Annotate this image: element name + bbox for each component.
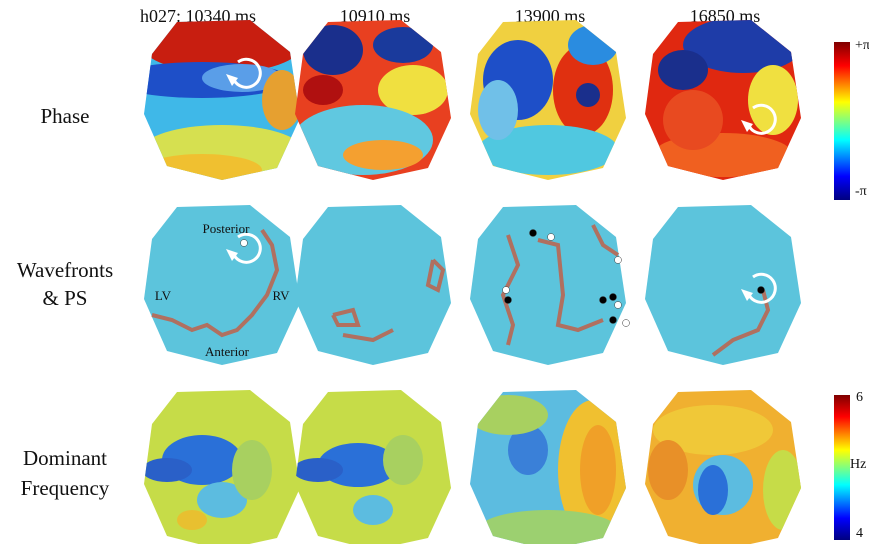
map-patch — [663, 90, 723, 150]
frequency-colorbar — [834, 395, 850, 540]
row-label: Wavefronts — [17, 258, 113, 282]
map — [132, 380, 312, 544]
phase-colorbar — [834, 42, 850, 200]
map-patch — [142, 458, 192, 482]
map — [458, 195, 638, 375]
phase-singularity — [548, 234, 555, 241]
phase-singularity — [241, 240, 248, 247]
map-patch — [763, 450, 803, 530]
map — [112, 10, 312, 190]
map-patch — [353, 495, 393, 525]
colorbar-label: 6 — [856, 390, 863, 405]
phase-singularity — [610, 317, 617, 324]
map-patch — [658, 50, 708, 90]
phase-singularity — [530, 230, 537, 237]
row-label: & PS — [43, 286, 88, 310]
map — [283, 380, 463, 544]
map-patch — [303, 25, 363, 75]
map — [283, 195, 463, 375]
map-patch — [648, 440, 688, 500]
colorbar-label: Hz — [850, 457, 866, 472]
map-patch — [568, 25, 618, 65]
page: {"figure": { "columns": ["h027: 10340 ms… — [0, 0, 869, 544]
map — [458, 10, 638, 190]
map-patch — [383, 435, 423, 485]
map — [633, 10, 813, 190]
row-label: Phase — [41, 104, 90, 128]
map-patch — [262, 70, 302, 130]
map-patch — [303, 75, 343, 105]
map-patch — [698, 465, 728, 515]
row-label: Frequency — [21, 476, 110, 500]
map-base — [283, 195, 463, 375]
annotation: LV — [155, 288, 172, 303]
annotation: RV — [272, 288, 290, 303]
map-patch — [373, 27, 433, 63]
phase-singularity — [615, 302, 622, 309]
figure: h027: 10340 ms 10910 ms 13900 ms 16850 m… — [0, 0, 869, 544]
annotation: Posterior — [203, 221, 251, 236]
map-patch — [478, 80, 518, 140]
maps — [112, 10, 813, 544]
phase-singularity — [600, 297, 607, 304]
phase-singularity — [505, 297, 512, 304]
map-patch — [142, 154, 262, 186]
map-patch — [343, 140, 423, 170]
row-label: Dominant — [23, 446, 107, 470]
map — [283, 10, 463, 190]
map-patch — [232, 440, 272, 500]
phase-singularity — [503, 287, 510, 294]
map-patch — [580, 425, 616, 515]
phase-singularity — [623, 320, 630, 327]
colorbar-label: 4 — [856, 526, 863, 541]
map — [633, 380, 813, 544]
colorbar-label: -π — [855, 184, 867, 199]
map — [458, 380, 638, 544]
map-patch — [177, 510, 207, 530]
phase-singularity — [758, 287, 765, 294]
colorbar-label: +π — [855, 38, 869, 53]
map-patch — [576, 83, 600, 107]
map-patch — [293, 458, 343, 482]
map-patch — [468, 395, 548, 435]
phase-singularity — [615, 257, 622, 264]
map-base — [458, 195, 638, 375]
annotation: Anterior — [205, 344, 250, 359]
phase-singularity — [610, 294, 617, 301]
